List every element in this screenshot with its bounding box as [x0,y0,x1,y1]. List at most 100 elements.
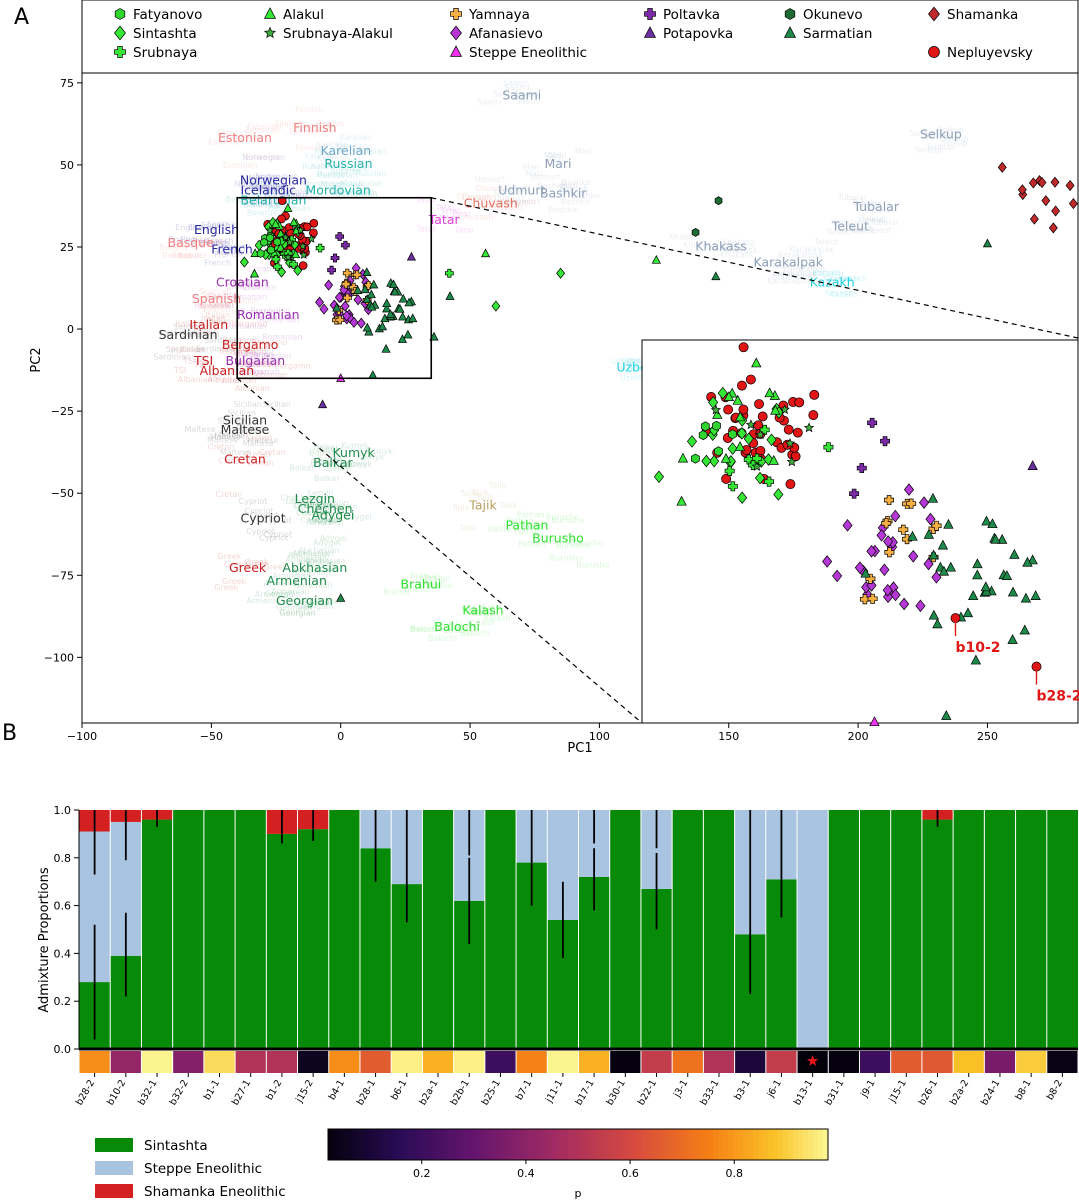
background-sample-label: Albanian [207,376,242,385]
inset-point-nepluyevsky [738,404,749,415]
bar-sintashta-b2a-1 [422,810,454,1049]
background-sample-label: Kazakh [838,274,867,283]
background-sample-label: Selkup [937,125,964,134]
x-tick-label: 100 [589,730,610,743]
inset-point-yamnaya [931,520,942,531]
background-sample-label: Chechen [309,518,344,527]
inset-point-sarmatian [928,549,939,560]
background-sample-label: Sardinian [159,328,197,337]
point-sarmatian [336,593,346,602]
inset-point-nepluyevsky [792,427,803,438]
bar-sintashta-j9-1 [859,810,891,1049]
background-sample-label: Abkhasian [288,551,330,560]
population-label: Norwegian [240,173,307,188]
population-label: Spanish [192,291,241,306]
colorbar-step [398,1129,404,1160]
background-sample-label: Balochi [443,626,472,635]
background-sample-label: Udmurt [510,197,540,206]
background-sample-label: French [207,236,234,245]
background-sample-label: Estonian [223,161,258,170]
background-sample-label: Burusho [543,535,576,544]
point-fatyanovo [260,237,268,247]
inset-point-poltavka [856,463,867,474]
background-sample-label: Uzbek [611,357,636,366]
background-sample-label: TSI [168,347,181,356]
colorbar-step [638,1129,644,1160]
inset-point-srubnaya [727,481,738,492]
background-sample-label: Uzbek [623,365,648,374]
p-cell-b31-1 [828,1051,859,1073]
colorbar-step [568,1129,574,1160]
background-sample-label: Sicilian [239,426,267,435]
pca-ylabel: PC2 [29,347,44,372]
inset-point-alakul [677,452,689,463]
inset-point-afanasievo [915,599,926,613]
population-label: Bergamo [222,337,279,352]
background-sample-label: Italian [201,314,226,323]
background-sample-label: Albanian [242,360,277,369]
background-sample-label: Uzbek [627,356,652,365]
colorbar-step [653,1129,659,1160]
background-sample-label: Sicilian [218,416,246,425]
background-sample-label: Tajik [470,488,489,497]
population-label: Tatar [428,212,461,227]
y-tick-label: −75 [51,569,74,582]
inset-point-nepluyevsky [745,374,756,385]
background-sample-label: Albanian [235,384,270,393]
background-sample-label: Chuvash [501,197,536,206]
background-sample-label: Kalash [484,614,510,623]
inset-point-fatyanovo [701,421,710,432]
colorbar-step [448,1129,454,1160]
legend-label: Sintashta [133,26,197,42]
inset-point-srubnaya-alakul [751,460,763,472]
background-sample-label: Icelandic [249,182,285,191]
background-sample-label: Cretan [208,442,235,451]
background-sample-label: Finnish [302,121,330,130]
inset-point-afanasievo [925,512,936,526]
background-sample-label: Norwegian [255,172,298,181]
colorbar-step [373,1129,379,1160]
background-sample-label: Selkup [915,145,942,154]
point-poltavka [335,232,345,241]
background-sample-label: Mordovian [303,180,345,189]
background-sample-label: Lezgin [306,500,332,509]
point-srubnaya-alakul [283,252,293,262]
background-sample-label: Chuvash [478,198,513,207]
inset-point-sintashta [737,491,748,505]
colorbar-step [408,1129,414,1160]
sample-label-b30-1: b30-1 [605,1078,628,1107]
colorbar-step [468,1129,474,1160]
background-sample-label: Karelian [317,154,349,163]
colorbar-step [793,1129,799,1160]
population-label: Cretan [224,452,266,467]
adm-y-tick-label: 0.6 [54,900,72,913]
population-label: French [211,242,253,257]
legend-label: Potapovka [663,26,733,42]
colorbar-step [553,1129,559,1160]
inset-point-alakul [732,394,743,405]
colorbar-step [713,1129,719,1160]
background-sample-label: Italian [194,327,219,336]
background-sample-label: Italian [180,345,205,354]
inset-point-sarmatian [972,558,983,569]
inset-point-alakul [734,411,746,422]
background-sample-label: Khakass [722,238,755,247]
bar-sintashta-b32-1 [141,819,173,1049]
population-label: Icelandic [240,182,296,197]
colorbar-step [528,1129,534,1160]
colorbar-step [498,1129,504,1160]
background-sample-label: Spanish [198,301,230,310]
point-sarmatian [381,343,391,353]
background-sample-label: Mordovian [332,186,374,195]
colorbar-step [743,1129,749,1160]
colorbar-step [823,1129,829,1160]
background-sample-label: French [203,239,230,248]
colorbar-step [698,1129,704,1160]
point-srubnaya-alakul [284,237,295,247]
background-sample-label: Estonian [223,132,258,141]
population-label: Kazakh [810,274,855,289]
background-sample-label: Balochi [428,634,457,643]
x-tick-label: −50 [200,730,223,743]
inset-point-sarmatian [945,561,956,572]
inset-point-afanasievo [876,528,887,542]
